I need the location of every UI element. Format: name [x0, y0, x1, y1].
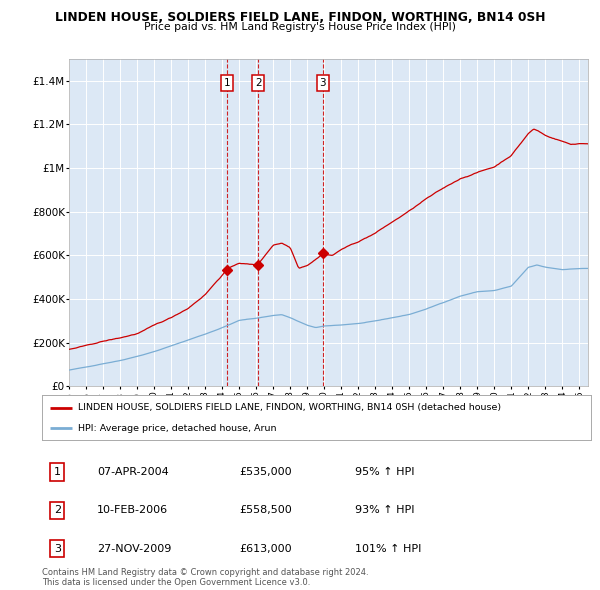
Text: £613,000: £613,000: [239, 544, 292, 553]
Text: 101% ↑ HPI: 101% ↑ HPI: [355, 544, 421, 553]
Text: LINDEN HOUSE, SOLDIERS FIELD LANE, FINDON, WORTHING, BN14 0SH (detached house): LINDEN HOUSE, SOLDIERS FIELD LANE, FINDO…: [77, 403, 501, 412]
Text: £558,500: £558,500: [239, 506, 292, 515]
Text: Contains HM Land Registry data © Crown copyright and database right 2024.: Contains HM Land Registry data © Crown c…: [42, 568, 368, 576]
Text: 93% ↑ HPI: 93% ↑ HPI: [355, 506, 415, 515]
Text: 27-NOV-2009: 27-NOV-2009: [97, 544, 171, 553]
Text: 3: 3: [320, 78, 326, 88]
Text: HPI: Average price, detached house, Arun: HPI: Average price, detached house, Arun: [77, 424, 276, 433]
Text: 10-FEB-2006: 10-FEB-2006: [97, 506, 168, 515]
Text: 3: 3: [54, 544, 61, 553]
Text: 1: 1: [223, 78, 230, 88]
Text: 07-APR-2004: 07-APR-2004: [97, 467, 169, 477]
Text: 95% ↑ HPI: 95% ↑ HPI: [355, 467, 415, 477]
Text: Price paid vs. HM Land Registry's House Price Index (HPI): Price paid vs. HM Land Registry's House …: [144, 22, 456, 32]
Text: 1: 1: [54, 467, 61, 477]
Text: 2: 2: [54, 506, 61, 515]
Text: This data is licensed under the Open Government Licence v3.0.: This data is licensed under the Open Gov…: [42, 578, 310, 587]
Text: £535,000: £535,000: [239, 467, 292, 477]
Text: LINDEN HOUSE, SOLDIERS FIELD LANE, FINDON, WORTHING, BN14 0SH: LINDEN HOUSE, SOLDIERS FIELD LANE, FINDO…: [55, 11, 545, 24]
Text: 2: 2: [255, 78, 262, 88]
